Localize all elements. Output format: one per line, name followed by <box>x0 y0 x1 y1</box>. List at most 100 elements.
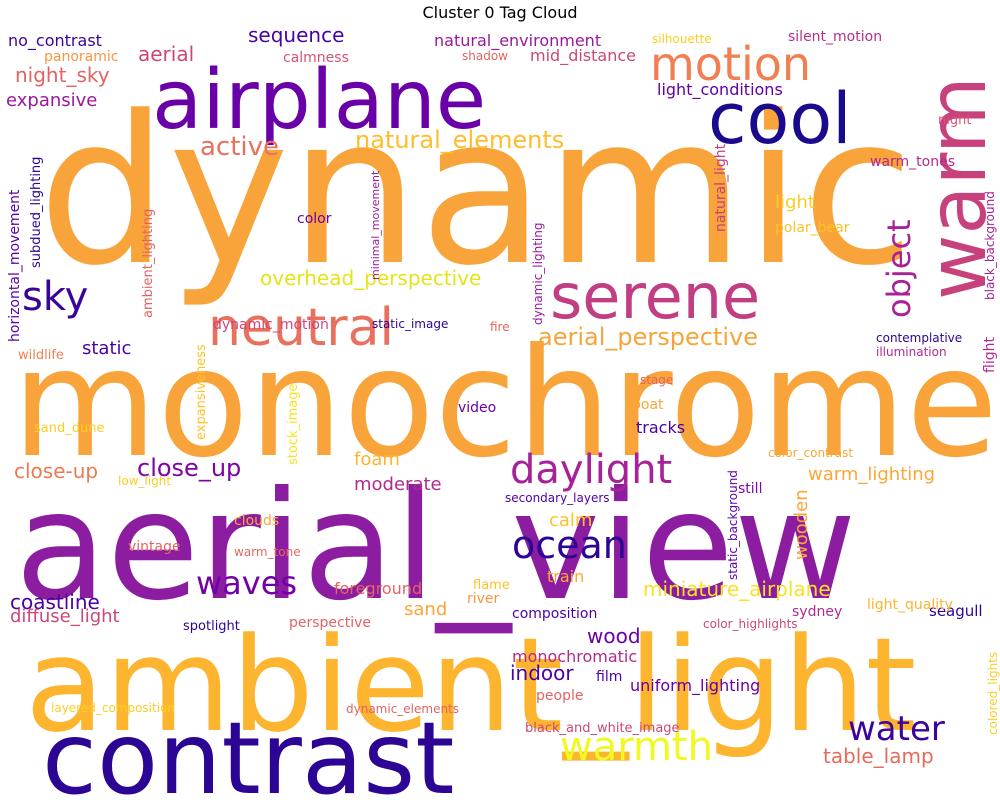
word-sequence: sequence <box>248 23 344 47</box>
word-monochrome: monochrome <box>12 317 998 491</box>
word-secondary-layers: secondary_layers <box>505 491 610 505</box>
word-overhead-perspective: overhead_perspective <box>260 266 481 290</box>
word-layered-composition: layered_composition <box>51 701 175 715</box>
word-ambient-light: ambient_light <box>25 609 916 761</box>
word-ambient-lighting: ambient_lighting <box>141 209 156 318</box>
word-natural-environment: natural_environment <box>434 31 601 51</box>
word-light-quality: light_quality <box>867 597 953 613</box>
word-serene: serene <box>550 260 760 333</box>
word-static: static <box>82 338 131 359</box>
word-dynamic: dynamic <box>38 73 914 311</box>
word-sand-dune: sand_dune <box>34 421 104 436</box>
word-natural-light: natural_light <box>713 143 729 232</box>
word-spotlight: spotlight <box>183 619 240 634</box>
word-expansive: expansive <box>6 90 97 111</box>
word-black-background: black_background <box>983 191 997 300</box>
word-perspective: perspective <box>289 615 371 631</box>
chart-title: Cluster 0 Tag Cloud <box>422 3 578 22</box>
word-black-and-white-image: black_and_white_image <box>525 721 680 736</box>
word-moderate: moderate <box>354 474 442 495</box>
word-warm-lighting: warm_lighting <box>808 464 935 485</box>
word-wood: wood <box>587 624 641 648</box>
word-illumination: illumination <box>876 345 947 359</box>
word-silent-motion: silent_motion <box>788 29 882 45</box>
word-light-conditions: light_conditions <box>657 80 783 100</box>
word-dynamic-lighting: dynamic_lighting <box>531 223 545 325</box>
word-mid-distance: mid_distance <box>530 46 636 66</box>
word-no-contrast: no_contrast <box>8 31 102 51</box>
word-active: active <box>200 132 279 162</box>
word-sydney: sydney <box>792 604 842 620</box>
word-colored-lights: colored_lights <box>986 652 1000 735</box>
word-night-sky: night_sky <box>15 63 110 87</box>
word-video: video <box>458 400 496 416</box>
word-daylight: daylight <box>510 447 672 493</box>
word-close-up: close_up <box>137 454 241 482</box>
word-clouds: clouds <box>234 513 279 529</box>
word-stage: stage <box>640 373 673 387</box>
word-contemplative: contemplative <box>876 331 962 345</box>
word-object: object <box>880 219 918 318</box>
word-waves: waves <box>196 564 297 602</box>
word-contrast: contrast <box>42 700 454 800</box>
word-diffuse-light: diffuse_light <box>10 606 120 627</box>
word-composition: composition <box>512 606 597 622</box>
word-wooden: wooden <box>791 489 812 560</box>
word-river: river <box>467 591 500 607</box>
word-indoor: indoor <box>510 661 574 685</box>
word-minimal-movement: minimal_movement <box>369 170 382 280</box>
word-coastline: coastline <box>10 590 100 614</box>
word-horizontal-movement: horizontal_movement <box>7 189 23 342</box>
word-people: people <box>536 688 583 704</box>
word-water: water <box>848 709 945 749</box>
word-warm-tone: warm_tone <box>234 545 301 559</box>
word-subdued-lighting: subdued_lighting <box>29 157 44 268</box>
word-static-image: static_image <box>372 317 448 331</box>
word-ocean: ocean <box>512 523 627 567</box>
word-calmness: calmness <box>283 50 349 66</box>
word-low-light: low_light <box>118 474 171 488</box>
word-silhouette: silhouette <box>652 32 712 46</box>
word-wildlife: wildlife <box>18 348 64 363</box>
word-film: film <box>596 669 622 685</box>
word-tracks: tracks <box>636 418 685 437</box>
word-warm: warm <box>911 76 1000 300</box>
word-miniature-airplane: miniature_airplane <box>643 577 831 601</box>
word-calm: calm <box>549 510 592 531</box>
word-neutral: neutral <box>208 298 394 358</box>
word-shadow: shadow <box>462 49 508 63</box>
word-natural-elements: natural_elements <box>355 126 564 154</box>
word-flame: flame <box>473 578 510 593</box>
word-close-up: close-up <box>14 459 98 483</box>
word-uniform-lighting: uniform_lighting <box>630 676 760 696</box>
word-airplane: airplane <box>152 53 486 148</box>
word-warmth: warmth <box>560 724 713 770</box>
word-dynamic-motion: dynamic_motion <box>213 317 329 333</box>
word-warm-tones: warm_tones <box>870 154 955 170</box>
word-foam: foam <box>354 449 400 470</box>
word-train: train <box>547 567 584 586</box>
word-color-contrast: color_contrast <box>768 446 853 460</box>
word-polar-bear: polar_bear <box>775 220 850 236</box>
word-table-lamp: table_lamp <box>823 744 934 768</box>
word-cool: cool <box>708 78 852 160</box>
word-aerial-perspective: aerial_perspective <box>538 323 758 351</box>
word-static-background: static_background <box>726 470 740 580</box>
word-vintage: vintage <box>128 539 181 555</box>
word-fire: fire <box>490 320 510 334</box>
word-sand: sand <box>404 599 447 620</box>
word-dynamic-elements: dynamic_elements <box>346 702 459 716</box>
word-flight: flight <box>982 337 998 373</box>
word-seagull: seagull <box>929 602 983 620</box>
word-aerial: aerial <box>138 42 194 66</box>
word-color-highlights: color_highlights <box>703 617 798 631</box>
word-motion: motion <box>650 37 811 91</box>
word-panoramic: panoramic <box>44 49 118 65</box>
word-boat: boat <box>632 397 664 413</box>
word-still: still <box>738 481 762 497</box>
word-color: color <box>297 211 332 227</box>
word-stock-image: stock_image <box>286 384 301 466</box>
word-foreground: foreground <box>334 579 422 598</box>
word-aerial-view: aerial_view <box>15 460 857 634</box>
